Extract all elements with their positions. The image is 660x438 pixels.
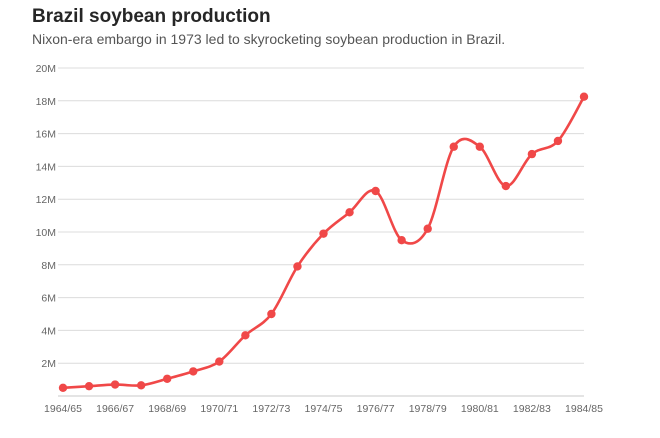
series-line-layer (61, 95, 586, 390)
x-axis-ticks: 1964/65 1966/67 1968/69 1970/71 1972/73 1974/… (44, 403, 603, 415)
data-point[interactable] (241, 331, 250, 340)
x-tick-label: 1966/67 (96, 403, 134, 415)
y-tick-label: 10M (36, 227, 56, 239)
data-point[interactable] (84, 381, 94, 391)
data-point[interactable] (136, 381, 146, 390)
data-point[interactable] (189, 367, 198, 376)
x-tick-label: 1972/73 (252, 403, 290, 415)
data-point[interactable] (267, 309, 276, 319)
data-point[interactable] (579, 92, 589, 101)
data-point[interactable] (397, 236, 406, 245)
data-point[interactable] (110, 380, 120, 389)
data-point[interactable] (527, 149, 537, 159)
data-point[interactable] (163, 374, 172, 383)
data-point[interactable] (553, 136, 563, 146)
data-point[interactable] (501, 181, 511, 191)
x-tick-label: 1980/81 (461, 403, 499, 415)
data-points (58, 92, 589, 392)
y-tick-label: 16M (36, 129, 56, 141)
data-point[interactable] (423, 224, 432, 233)
data-point[interactable] (319, 229, 328, 238)
y-tick-label: 8M (41, 260, 56, 272)
x-tick-label: 1970/71 (200, 403, 238, 415)
x-tick-label: 1974/75 (305, 403, 343, 415)
y-tick-label: 6M (41, 293, 56, 305)
x-tick-label: 1968/69 (148, 403, 186, 415)
y-tick-label: 18M (36, 96, 56, 108)
x-tick-label: 1984/85 (565, 403, 603, 415)
y-tick-label: 14M (36, 161, 56, 173)
y-tick-label: 4M (41, 325, 56, 337)
data-point[interactable] (345, 208, 354, 217)
chart-title: Brazil soybean production (32, 6, 271, 27)
data-point[interactable] (58, 383, 68, 392)
data-point[interactable] (371, 186, 380, 196)
y-tick-label: 20M (36, 63, 56, 75)
gridlines (58, 67, 584, 397)
chart-subtitle: Nixon-era embargo in 1973 led to skyrock… (32, 31, 506, 47)
data-point[interactable] (215, 357, 224, 366)
x-tick-label: 1982/83 (513, 403, 551, 415)
data-point[interactable] (449, 142, 458, 151)
series-line (61, 95, 586, 390)
y-axis-ticks: 2M 4M 6M 8M 10M 12M 14M 16M 18M 20M (36, 63, 56, 370)
x-tick-label: 1978/79 (409, 403, 447, 415)
y-tick-label: 2M (41, 358, 56, 370)
data-point[interactable] (475, 142, 484, 151)
y-tick-label: 12M (36, 194, 56, 206)
data-point[interactable] (293, 262, 302, 271)
x-tick-label: 1976/77 (357, 403, 395, 415)
x-tick-label: 1964/65 (44, 403, 82, 415)
